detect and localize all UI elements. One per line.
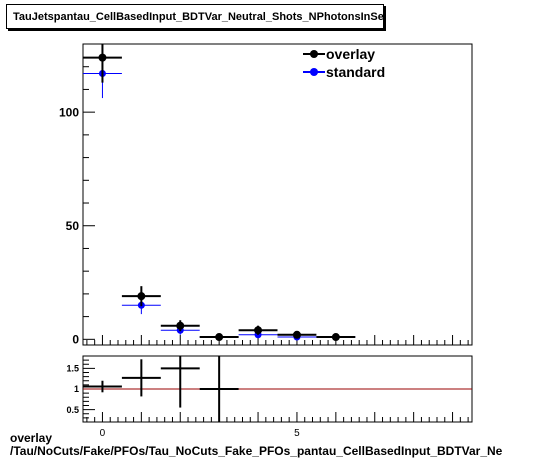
legend-label-overlay: overlay xyxy=(326,46,375,62)
caption-line-1: overlay xyxy=(10,432,53,445)
overlay-point xyxy=(176,321,185,330)
caption: overlay /Tau/NoCuts/Fake/PFOs/Tau_NoCuts… xyxy=(10,432,546,458)
ratio-x-tick-label: 0 xyxy=(100,428,106,439)
main-y-tick-label: 50 xyxy=(66,219,80,233)
legend-marker-overlay xyxy=(310,50,318,58)
overlay-point xyxy=(292,330,301,339)
main-plot: 0 50 100 xyxy=(59,43,473,347)
legend-label-standard: standard xyxy=(326,64,385,80)
ratio-plot: 0 5 0.5 1 1.5 xyxy=(66,355,473,439)
ratio-x-tick-label: 5 xyxy=(294,428,300,439)
overlay-point xyxy=(137,292,146,301)
ratio-y-tick-label: 0.5 xyxy=(66,405,79,415)
overlay-point xyxy=(254,326,263,335)
legend: overlay standard xyxy=(303,46,385,80)
overlay-point xyxy=(331,333,340,342)
legend-marker-standard xyxy=(310,68,318,76)
main-y-tick-label: 100 xyxy=(59,105,79,119)
overlay-point xyxy=(215,333,224,342)
ratio-y-tick-label: 1.5 xyxy=(66,364,79,374)
caption-line-2: /Tau/NoCuts/Fake/PFOs/Tau_NoCuts_Fake_PF… xyxy=(10,444,503,458)
ratio-y-tick-label: 1 xyxy=(74,384,79,394)
plot-title: TauJetspantau_CellBasedInput_BDTVar_Neut… xyxy=(6,4,384,29)
main-y-tick-label: 0 xyxy=(72,333,79,347)
overlay-point xyxy=(98,53,107,62)
main-frame xyxy=(82,43,473,346)
